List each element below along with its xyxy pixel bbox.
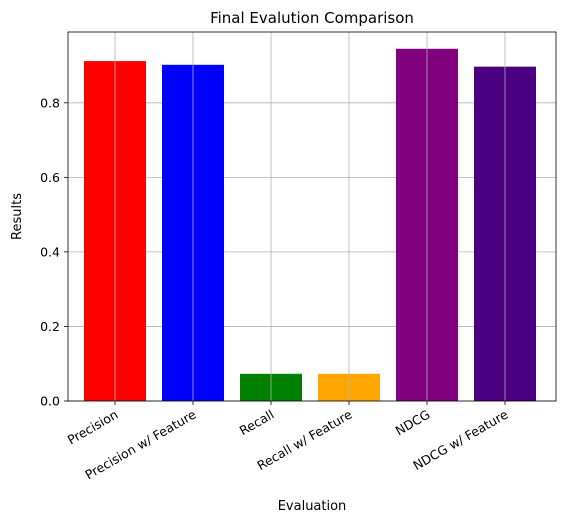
plot-frame bbox=[67, 31, 557, 402]
x-tick-label: Precision bbox=[65, 407, 121, 448]
y-tick-label: 0.0 bbox=[40, 394, 60, 409]
chart-title: Final Evalution Comparison bbox=[210, 9, 414, 27]
y-tick-label: 0.4 bbox=[40, 244, 60, 259]
bars bbox=[84, 48, 536, 402]
y-axis: 0.0 0.2 0.4 0.6 0.8 bbox=[40, 95, 68, 409]
y-axis-label: Results bbox=[10, 193, 25, 240]
grid-vertical bbox=[114, 32, 506, 401]
x-axis-label: Evaluation bbox=[278, 499, 347, 514]
x-tick-label: NDCG bbox=[393, 407, 433, 439]
y-tick-label: 0.6 bbox=[40, 170, 60, 185]
y-tick-label: 0.2 bbox=[40, 319, 60, 334]
y-tick-label: 0.8 bbox=[40, 95, 60, 110]
x-tick-label: Recall bbox=[237, 407, 277, 439]
